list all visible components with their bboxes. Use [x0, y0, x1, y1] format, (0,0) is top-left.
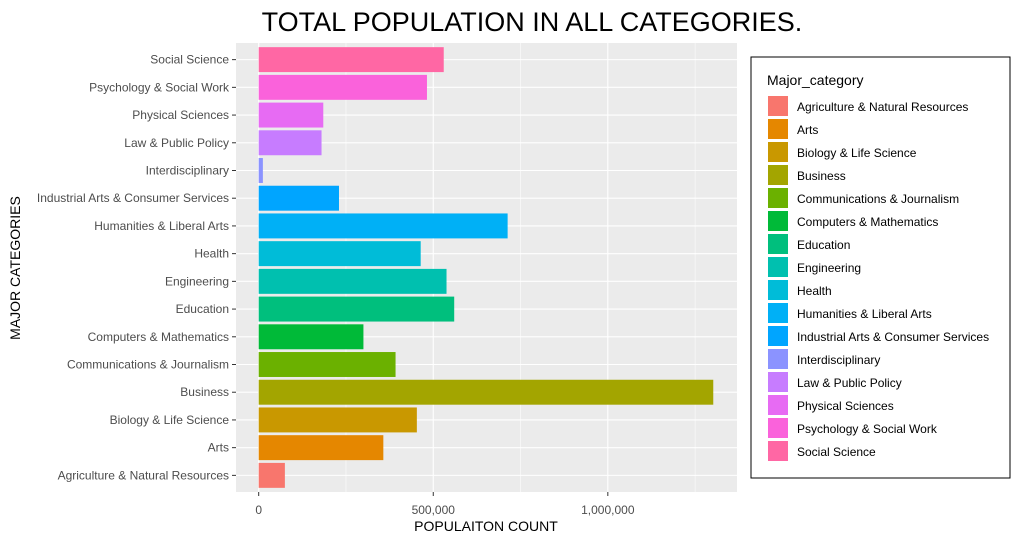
bar — [258, 435, 384, 461]
chart-title: TOTAL POPULATION IN ALL CATEGORIES. — [262, 7, 803, 37]
legend-swatch — [768, 303, 788, 323]
legend-swatch — [768, 96, 788, 116]
legend-label: Social Science — [797, 445, 876, 459]
y-tick-label: Humanities & Liberal Arts — [94, 219, 229, 233]
legend-swatch — [768, 119, 788, 139]
legend-swatch — [768, 349, 788, 369]
legend-label: Biology & Life Science — [797, 146, 917, 160]
legend-swatch — [768, 257, 788, 277]
legend-label: Arts — [797, 123, 818, 137]
y-tick-label: Law & Public Policy — [124, 136, 229, 150]
legend-label: Health — [797, 284, 832, 298]
legend-swatch — [768, 234, 788, 254]
legend-label: Industrial Arts & Consumer Services — [797, 330, 989, 344]
x-tick-label: 1,000,000 — [581, 503, 635, 517]
y-tick-label: Computers & Mathematics — [88, 330, 229, 344]
legend-label: Computers & Mathematics — [797, 215, 938, 229]
x-axis: 0 500,000 1,000,000 — [255, 492, 635, 517]
bar — [258, 268, 447, 294]
legend-label: Interdisciplinary — [797, 353, 880, 367]
bar — [258, 213, 508, 239]
legend-label: Law & Public Policy — [797, 376, 902, 390]
y-tick-label: Physical Sciences — [132, 108, 229, 122]
y-tick-label: Social Science — [150, 53, 229, 67]
y-tick-label: Interdisciplinary — [146, 163, 229, 177]
y-axis: Agriculture & Natural Resources Arts Biolo… — [37, 53, 236, 482]
bars — [258, 47, 714, 488]
legend-label: Business — [797, 169, 846, 183]
legend-swatch — [768, 211, 788, 231]
y-tick-label: Business — [180, 385, 229, 399]
bar — [258, 102, 324, 128]
bar — [258, 324, 364, 350]
y-tick-label: Psychology & Social Work — [89, 80, 230, 94]
bar — [258, 47, 444, 73]
y-tick-label: Industrial Arts & Consumer Services — [37, 191, 229, 205]
legend-label: Agriculture & Natural Resources — [797, 100, 968, 114]
bar — [258, 241, 421, 267]
bar — [258, 158, 263, 183]
legend-swatch — [768, 418, 788, 438]
legend: Major_category Agriculture & Natural Res… — [750, 56, 1011, 479]
y-tick-label: Agriculture & Natural Resources — [58, 468, 229, 482]
legend-label: Education — [797, 238, 850, 252]
legend-swatch — [768, 372, 788, 392]
legend-label: Communications & Journalism — [797, 192, 959, 206]
bar — [258, 185, 339, 211]
legend-swatch — [768, 280, 788, 300]
legend-title: Major_category — [767, 72, 864, 88]
legend-label: Psychology & Social Work — [797, 422, 938, 436]
legend-label: Humanities & Liberal Arts — [797, 307, 932, 321]
legend-label: Physical Sciences — [797, 399, 894, 413]
bar — [258, 130, 322, 156]
y-tick-label: Arts — [208, 441, 229, 455]
y-tick-label: Engineering — [165, 274, 229, 288]
x-axis-title: POPULAITON COUNT — [414, 518, 558, 534]
y-tick-label: Communications & Journalism — [67, 358, 229, 372]
legend-swatch — [768, 142, 788, 162]
legend-swatch — [768, 395, 788, 415]
bar — [258, 296, 455, 322]
y-tick-label: Health — [194, 247, 229, 261]
bar — [258, 462, 285, 488]
legend-swatch — [768, 165, 788, 185]
y-tick-label: Education — [176, 302, 229, 316]
x-tick-label: 0 — [255, 503, 262, 517]
y-axis-title: MAJOR CATEGORIES — [7, 196, 23, 340]
legend-swatch — [768, 441, 788, 461]
x-tick-label: 500,000 — [412, 503, 456, 517]
legend-swatch — [768, 188, 788, 208]
legend-label: Engineering — [797, 261, 861, 275]
legend-swatch — [768, 326, 788, 346]
bar — [258, 74, 427, 100]
bar — [258, 407, 417, 433]
legend-box — [750, 56, 1011, 479]
y-tick-label: Biology & Life Science — [110, 413, 230, 427]
bar — [258, 379, 714, 405]
bar — [258, 352, 396, 377]
